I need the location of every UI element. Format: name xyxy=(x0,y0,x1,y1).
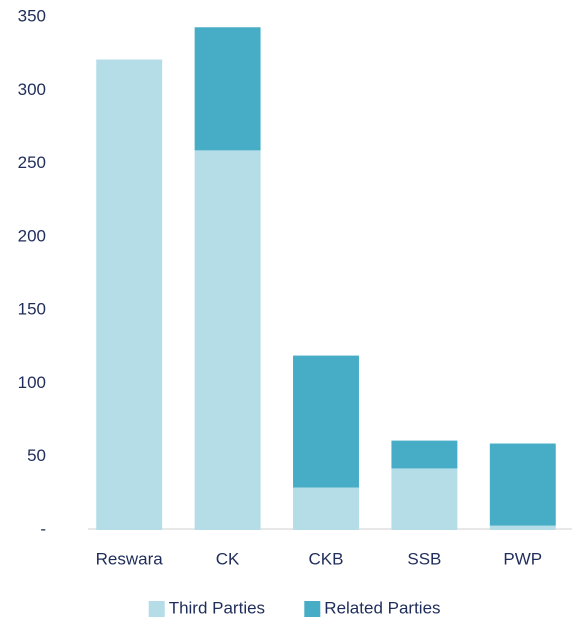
bar-segment xyxy=(391,440,458,469)
bar-segment xyxy=(489,443,556,526)
bar-segment xyxy=(194,150,261,530)
bar-segment xyxy=(293,487,359,530)
bar-segment xyxy=(194,27,261,151)
x-tick-label: SSB xyxy=(407,549,441,568)
legend-label: Related Parties xyxy=(324,598,440,617)
y-tick-label: 250 xyxy=(18,153,46,172)
y-tick-label: 300 xyxy=(18,80,46,99)
x-tick-label: CKB xyxy=(309,549,344,568)
bar-segment xyxy=(96,59,163,531)
legend-swatch xyxy=(304,601,321,617)
legend-swatch xyxy=(148,601,165,617)
bar-segment xyxy=(489,525,556,530)
y-tick-label: 100 xyxy=(18,373,46,392)
bar-segment xyxy=(293,355,359,488)
legend-label: Third Parties xyxy=(169,598,265,617)
y-tick-label: 200 xyxy=(18,226,46,245)
x-tick-label: Reswara xyxy=(96,549,164,568)
y-tick-label: 50 xyxy=(27,446,46,465)
y-tick-label: 350 xyxy=(18,6,46,25)
y-tick-label: 150 xyxy=(18,300,46,319)
bar-segment xyxy=(391,468,458,530)
x-tick-label: PWP xyxy=(503,549,542,568)
y-tick-label: - xyxy=(40,519,46,538)
x-tick-label: CK xyxy=(216,549,240,568)
